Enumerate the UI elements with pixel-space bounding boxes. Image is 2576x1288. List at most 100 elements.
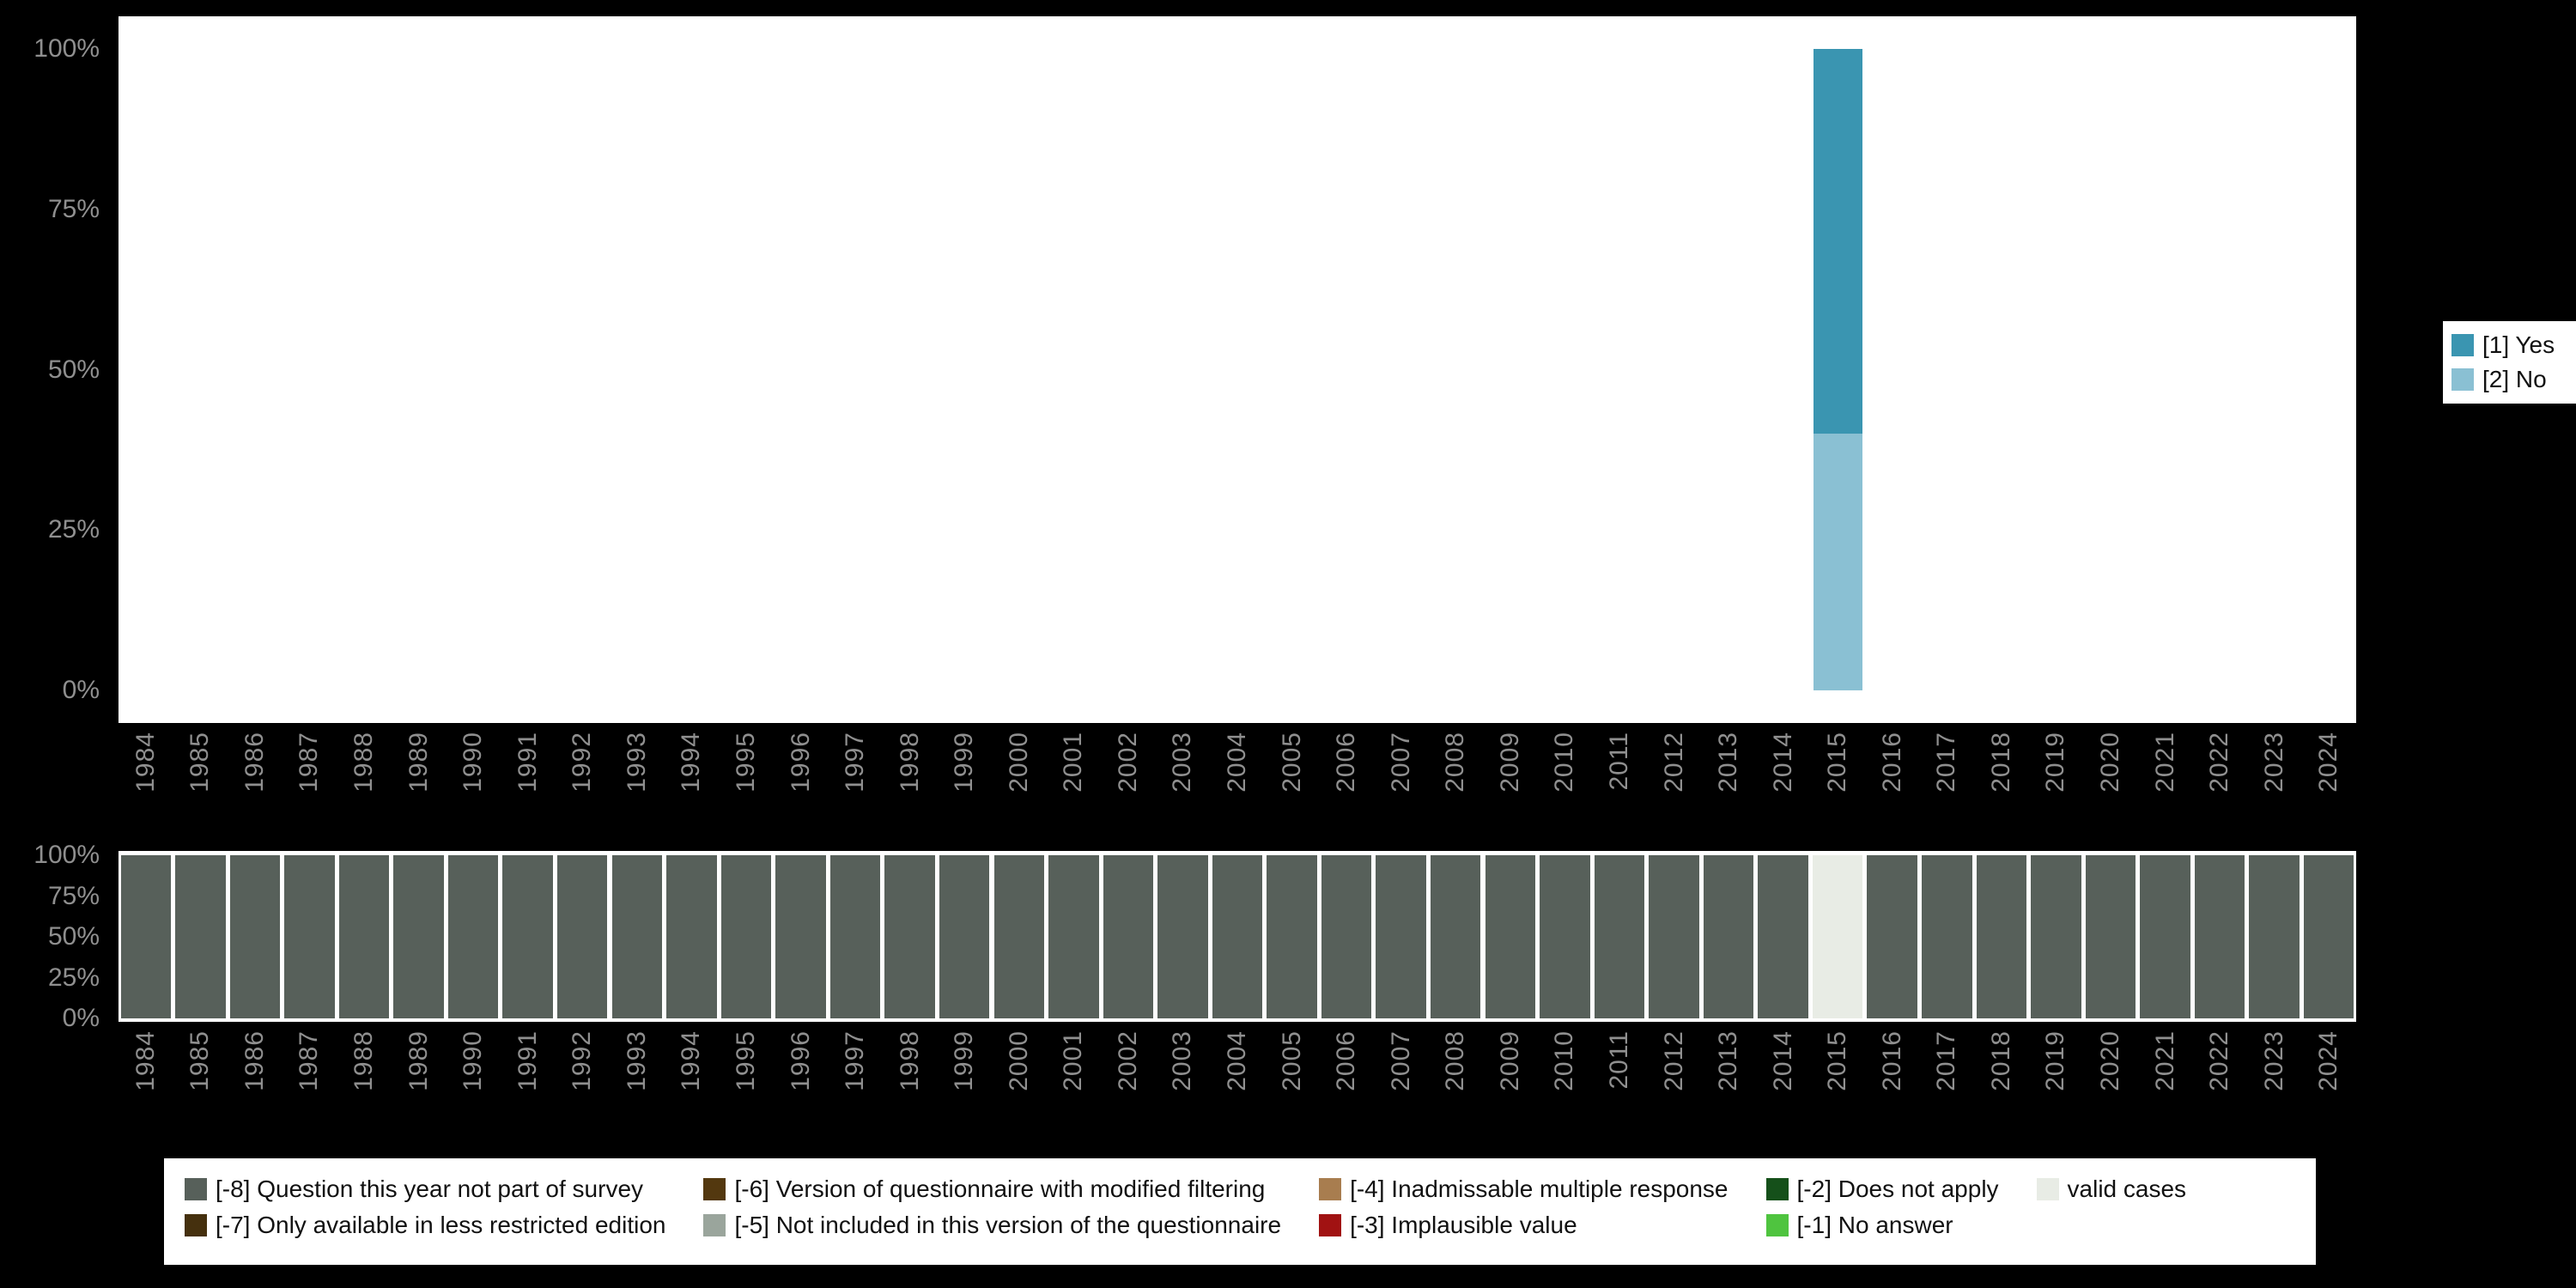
bar-segment xyxy=(1813,434,1862,690)
x-tick: 2016 xyxy=(1865,732,1920,860)
legend-label: [-6] Version of questionnaire with modif… xyxy=(734,1176,1266,1202)
bar-segment xyxy=(502,855,553,1018)
legend-label: [-5] Not included in this version of the… xyxy=(734,1212,1282,1238)
bar-segment xyxy=(2303,855,2354,1018)
legend-label: [-7] Only available in less restricted e… xyxy=(216,1212,666,1238)
x-tick: 2000 xyxy=(992,732,1047,860)
x-tick: 2019 xyxy=(2029,1030,2084,1159)
x-tick-label: 2002 xyxy=(1113,1030,1142,1091)
bar-segment xyxy=(1485,855,1536,1018)
bar-segment xyxy=(1922,855,1972,1018)
x-tick-label: 2017 xyxy=(1932,1030,1961,1091)
x-tick-label: 1991 xyxy=(513,1030,542,1091)
x-tick: 2008 xyxy=(1429,732,1484,860)
legend-swatch xyxy=(703,1214,726,1236)
x-tick-label: 1995 xyxy=(731,732,760,793)
x-tick: 1986 xyxy=(228,732,283,860)
x-tick-label: 2014 xyxy=(1768,1030,1797,1091)
x-tick: 2017 xyxy=(1920,1030,1975,1159)
x-tick-label: 1993 xyxy=(622,732,651,793)
x-tick: 1993 xyxy=(610,732,665,860)
top-chart-x-axis: 1984 1985 1986 1987 1988 1989 1990 1991 1992 1993… xyxy=(118,732,2356,860)
y-tick-label: 100% xyxy=(33,34,100,63)
x-tick: 1990 xyxy=(446,1030,501,1159)
missing-chart-x-axis: 1984 1985 1986 1987 1988 1989 1990 1991 1992 1993… xyxy=(118,1030,2356,1159)
x-tick-label: 1990 xyxy=(459,732,488,793)
x-tick-label: 1993 xyxy=(622,1030,651,1091)
legend-label: [-1] No answer xyxy=(1796,1212,1953,1238)
x-tick-label: 2005 xyxy=(1277,1030,1306,1091)
x-tick-label: 1997 xyxy=(841,1030,870,1091)
legend-column: [-8] Question this year not part of surv… xyxy=(185,1176,665,1239)
x-tick-label: 2014 xyxy=(1768,732,1797,793)
x-tick-label: 1997 xyxy=(841,732,870,793)
x-tick-label: 1986 xyxy=(240,732,269,793)
legend-item: [1] Yes xyxy=(2451,331,2576,359)
x-tick-label: 2017 xyxy=(1932,732,1961,793)
bar-segment xyxy=(1376,855,1426,1018)
x-tick-label: 1995 xyxy=(731,1030,760,1091)
x-tick-label: 2019 xyxy=(2041,732,2070,793)
x-tick: 2022 xyxy=(2192,732,2247,860)
x-tick-label: 2004 xyxy=(1223,732,1252,793)
x-tick: 1999 xyxy=(937,732,992,860)
bar-segment xyxy=(1649,855,1699,1018)
x-tick-label: 2011 xyxy=(1604,1030,1633,1090)
x-tick-label: 1985 xyxy=(185,732,215,793)
x-tick-label: 1996 xyxy=(786,732,815,793)
x-tick-label: 1998 xyxy=(895,732,924,793)
y-tick-label: 0% xyxy=(62,1004,100,1032)
x-tick-label: 2007 xyxy=(1386,1030,1415,1091)
bar-segment xyxy=(1212,855,1263,1018)
x-tick-label: 1988 xyxy=(349,732,379,793)
x-tick-label: 2020 xyxy=(2096,732,2125,793)
x-tick-label: 1984 xyxy=(131,732,160,793)
y-tick-label: 75% xyxy=(47,194,100,223)
x-tick-label: 2012 xyxy=(1659,1030,1688,1091)
x-tick: 2010 xyxy=(1538,732,1593,860)
x-tick: 2009 xyxy=(1483,1030,1538,1159)
legend-column: [-4] Inadmissable multiple response [-3] … xyxy=(1319,1176,1728,1239)
x-tick-label: 1989 xyxy=(404,1030,433,1091)
bar-segment xyxy=(120,855,171,1018)
x-tick: 1992 xyxy=(556,1030,611,1159)
x-tick-label: 2015 xyxy=(1823,732,1852,793)
x-tick: 1989 xyxy=(392,732,447,860)
x-tick-label: 2001 xyxy=(1059,1030,1088,1091)
x-tick: 2012 xyxy=(1647,1030,1702,1159)
x-tick: 2015 xyxy=(1810,732,1865,860)
legend-label: [-8] Question this year not part of surv… xyxy=(216,1176,644,1202)
x-tick-label: 2024 xyxy=(2314,1030,2343,1091)
legend-item: [-2] Does not apply xyxy=(1765,1176,1999,1203)
legend-swatch xyxy=(2451,368,2474,391)
x-tick: 1993 xyxy=(610,1030,665,1159)
missing-values-legend: [-8] Question this year not part of surv… xyxy=(164,1158,2316,1265)
x-tick: 2009 xyxy=(1483,732,1538,860)
bar-segment xyxy=(1703,855,1754,1018)
x-tick: 1999 xyxy=(937,1030,992,1159)
bar-segment xyxy=(1758,855,1808,1018)
x-tick: 1989 xyxy=(392,1030,447,1159)
legend-swatch xyxy=(185,1178,207,1200)
x-tick: 2013 xyxy=(1701,1030,1756,1159)
x-tick-label: 2004 xyxy=(1223,1030,1252,1091)
bar-segment xyxy=(884,855,935,1018)
x-tick: 2024 xyxy=(2302,1030,2357,1159)
bar-segment xyxy=(557,855,608,1018)
x-tick: 1998 xyxy=(883,1030,938,1159)
legend-label: [1] Yes xyxy=(2482,331,2555,358)
x-tick-label: 1990 xyxy=(459,1030,488,1091)
bar-segment xyxy=(611,855,663,1018)
top-chart-plot-area xyxy=(118,16,2356,723)
x-tick: 2001 xyxy=(1047,732,1102,860)
x-tick: 2015 xyxy=(1810,1030,1865,1159)
bar-segment xyxy=(720,855,772,1018)
x-tick-label: 2022 xyxy=(2205,732,2234,793)
x-tick: 1986 xyxy=(228,1030,283,1159)
legend-label: valid cases xyxy=(2067,1176,2187,1202)
x-tick: 1987 xyxy=(283,1030,337,1159)
x-tick: 2018 xyxy=(1974,732,2029,860)
x-tick: 2020 xyxy=(2083,1030,2138,1159)
x-tick-label: 1987 xyxy=(295,1030,324,1091)
